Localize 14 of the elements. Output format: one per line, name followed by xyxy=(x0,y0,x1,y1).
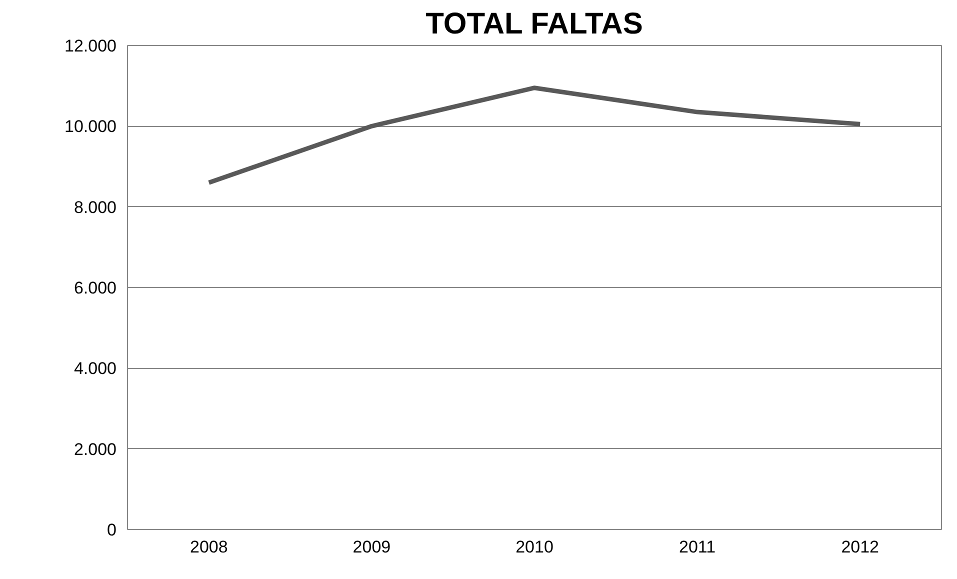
y-tick-label: 2.000 xyxy=(74,440,117,459)
x-tick-label: 2012 xyxy=(841,538,880,556)
y-tick-label: 10.000 xyxy=(64,117,117,136)
line-series xyxy=(206,86,862,185)
x-tick-label: 2011 xyxy=(679,538,716,556)
chart-title: TOTAL FALTAS xyxy=(426,8,643,40)
y-tick-label: 0 xyxy=(107,520,117,540)
x-tick-label: 2008 xyxy=(190,538,228,556)
y-tick-label: 12.000 xyxy=(64,36,117,56)
x-tick-label: 2009 xyxy=(352,538,391,556)
x-tick-label: 2010 xyxy=(516,538,554,556)
y-tick-label: 8.000 xyxy=(74,198,117,217)
y-tick-label: 6.000 xyxy=(74,278,117,298)
y-tick-label: 4.000 xyxy=(74,359,117,378)
